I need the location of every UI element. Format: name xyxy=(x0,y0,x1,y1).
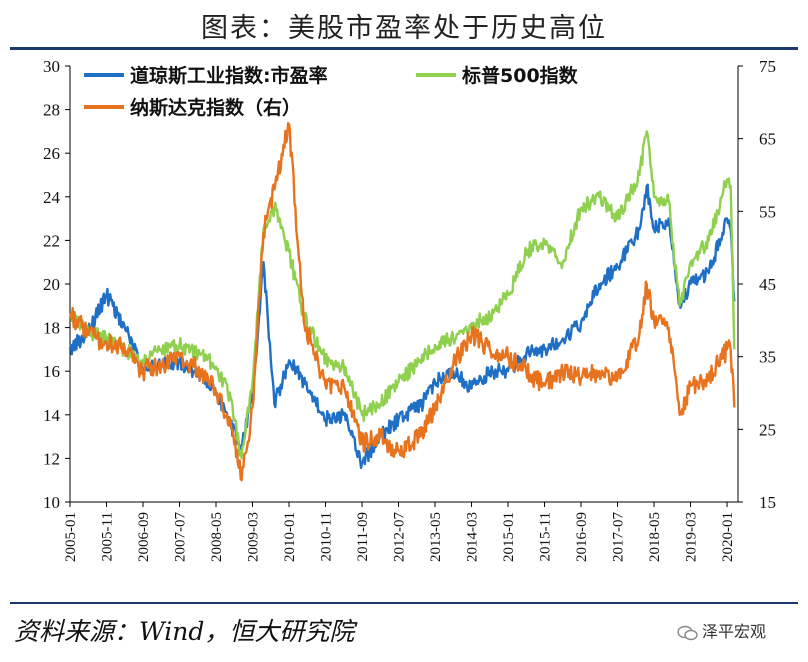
x-tick-label: 2016-09 xyxy=(574,512,590,562)
series-lines xyxy=(68,122,736,482)
right-tick-label: 65 xyxy=(759,130,776,149)
left-tick-label: 12 xyxy=(43,449,60,468)
page-title: 图表：美股市盈率处于历史高位 xyxy=(201,13,607,44)
series-line-1 xyxy=(69,130,736,460)
x-tick-label: 2006-09 xyxy=(136,512,152,562)
legend-label-1: 标普500指数 xyxy=(462,64,579,87)
left-tick-label: 22 xyxy=(43,231,60,250)
right-tick-label: 35 xyxy=(759,348,776,367)
left-tick-label: 20 xyxy=(43,275,60,294)
x-tick-label: 2013-05 xyxy=(428,512,444,562)
left-tick-label: 26 xyxy=(43,144,60,163)
x-tick-label: 2010-01 xyxy=(282,512,298,562)
source-rule xyxy=(10,602,798,604)
x-tick-label: 2009-03 xyxy=(246,512,262,562)
x-tick-label: 2008-05 xyxy=(209,512,225,562)
x-tick-label: 2005-01 xyxy=(63,512,79,562)
series-line-0 xyxy=(68,183,736,469)
right-tick-label: 25 xyxy=(759,420,776,439)
x-tick-label: 2015-01 xyxy=(501,512,517,562)
chart-axes xyxy=(65,65,743,507)
right-tick-label: 75 xyxy=(759,57,776,76)
left-tick-label: 24 xyxy=(43,188,61,207)
left-tick-label: 28 xyxy=(43,101,60,120)
left-tick-label: 30 xyxy=(43,57,60,76)
watermark: 泽平宏观 xyxy=(676,618,766,642)
source-note: 资料来源：Wind，恒大研究院 xyxy=(14,617,355,646)
watermark-text: 泽平宏观 xyxy=(702,622,767,641)
right-tick-label: 55 xyxy=(759,202,776,221)
right-tick-label: 15 xyxy=(759,493,776,512)
x-tick-label: 2017-07 xyxy=(611,512,627,562)
x-tick-label: 2010-11 xyxy=(319,512,335,561)
x-tick-label: 2014-03 xyxy=(465,512,481,562)
legend-label-0: 道琼斯工业指数:市盈率 xyxy=(130,64,328,87)
x-tick-label: 2012-07 xyxy=(392,512,408,562)
x-tick-label: 2015-11 xyxy=(538,512,554,561)
x-tick-label: 2019-03 xyxy=(684,512,700,562)
x-tick-label: 2018-05 xyxy=(647,512,663,562)
left-tick-label: 16 xyxy=(43,362,60,381)
x-tick-label: 2005-11 xyxy=(100,512,116,561)
x-tick-label: 2020-01 xyxy=(720,512,736,562)
left-tick-label: 14 xyxy=(43,406,61,425)
x-tick-label: 2011-09 xyxy=(355,512,371,561)
legend-label-2: 纳斯达克指数（右） xyxy=(130,96,301,119)
left-tick-label: 18 xyxy=(43,319,60,338)
tick-labels: 10 12 14 16 18 20 22 24 26 28 30 15 25 35 45 55 65 75 2005… xyxy=(43,57,776,562)
x-tick-label: 2007-07 xyxy=(173,512,189,562)
wechat-icon xyxy=(677,625,698,640)
series-line-2 xyxy=(68,122,736,482)
right-tick-label: 45 xyxy=(759,275,776,294)
left-tick-label: 10 xyxy=(43,493,60,512)
title-rule xyxy=(10,47,798,50)
